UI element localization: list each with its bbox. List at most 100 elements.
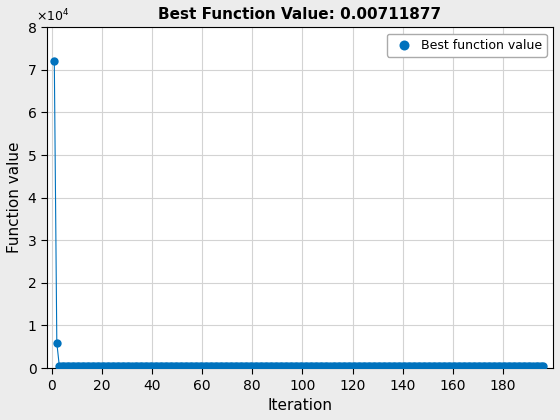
Best function value bbox=[536, 362, 545, 369]
Best function value bbox=[248, 362, 257, 369]
Best function value bbox=[398, 362, 407, 369]
Best function value bbox=[170, 362, 179, 369]
Best function value bbox=[333, 362, 342, 369]
Best function value bbox=[193, 362, 202, 369]
Best function value bbox=[195, 362, 204, 369]
Best function value bbox=[105, 362, 114, 369]
Best function value bbox=[291, 362, 300, 369]
Best function value bbox=[431, 362, 440, 369]
Best function value bbox=[539, 362, 548, 369]
Best function value bbox=[67, 362, 76, 369]
Best function value bbox=[403, 362, 412, 369]
Best function value bbox=[519, 362, 528, 369]
Best function value bbox=[175, 362, 184, 369]
Best function value bbox=[245, 362, 254, 369]
Best function value bbox=[276, 362, 284, 369]
Best function value bbox=[368, 362, 377, 369]
Best function value bbox=[270, 362, 279, 369]
Best function value bbox=[456, 362, 465, 369]
Best function value bbox=[378, 362, 387, 369]
Best function value bbox=[498, 362, 507, 369]
Best function value bbox=[157, 362, 166, 369]
Best function value bbox=[113, 362, 122, 369]
Best function value bbox=[143, 362, 152, 369]
Best function value bbox=[77, 362, 86, 369]
Best function value bbox=[213, 362, 222, 369]
Best function value bbox=[348, 362, 357, 369]
Best function value bbox=[428, 362, 437, 369]
Best function value bbox=[418, 362, 427, 369]
Best function value bbox=[60, 362, 69, 369]
Text: $\times\mathregular{10^4}$: $\times\mathregular{10^4}$ bbox=[36, 8, 69, 25]
Best function value bbox=[70, 362, 79, 369]
Best function value bbox=[301, 362, 310, 369]
Best function value bbox=[346, 362, 354, 369]
Best function value bbox=[260, 362, 269, 369]
Best function value bbox=[180, 362, 189, 369]
Title: Best Function Value: 0.00711877: Best Function Value: 0.00711877 bbox=[158, 7, 441, 22]
Best function value bbox=[283, 362, 292, 369]
Best function value bbox=[80, 362, 89, 369]
Best function value bbox=[65, 362, 74, 369]
Y-axis label: Function value: Function value bbox=[7, 142, 22, 253]
Best function value bbox=[160, 362, 169, 369]
Best function value bbox=[97, 362, 106, 369]
Best function value bbox=[491, 362, 500, 369]
Best function value bbox=[188, 362, 197, 369]
Best function value bbox=[401, 362, 410, 369]
Best function value bbox=[238, 362, 247, 369]
Best function value bbox=[210, 362, 219, 369]
Best function value bbox=[313, 362, 322, 369]
Best function value bbox=[335, 362, 344, 369]
Best function value bbox=[461, 362, 470, 369]
Best function value bbox=[416, 362, 424, 369]
Best function value bbox=[366, 362, 375, 369]
Best function value bbox=[50, 58, 59, 65]
Best function value bbox=[468, 362, 477, 369]
Best function value bbox=[343, 362, 352, 369]
Best function value bbox=[75, 362, 84, 369]
Best function value bbox=[85, 362, 94, 369]
Best function value bbox=[286, 362, 295, 369]
Best function value bbox=[516, 362, 525, 369]
Best function value bbox=[281, 362, 290, 369]
Best function value bbox=[449, 362, 458, 369]
Best function value bbox=[383, 362, 392, 369]
Best function value bbox=[481, 362, 490, 369]
Best function value bbox=[446, 362, 455, 369]
Best function value bbox=[235, 362, 244, 369]
Best function value bbox=[413, 362, 422, 369]
Best function value bbox=[303, 362, 312, 369]
Best function value bbox=[183, 362, 192, 369]
Best function value bbox=[476, 362, 485, 369]
Best function value bbox=[72, 362, 81, 369]
Best function value bbox=[172, 362, 181, 369]
Best function value bbox=[293, 362, 302, 369]
Best function value bbox=[298, 362, 307, 369]
Best function value bbox=[531, 362, 540, 369]
Best function value bbox=[508, 362, 517, 369]
Best function value bbox=[165, 362, 174, 369]
Best function value bbox=[351, 362, 360, 369]
Best function value bbox=[503, 362, 512, 369]
Best function value bbox=[358, 362, 367, 369]
Best function value bbox=[330, 362, 339, 369]
Best function value bbox=[323, 362, 332, 369]
Best function value bbox=[167, 362, 176, 369]
Best function value bbox=[361, 362, 370, 369]
Best function value bbox=[388, 362, 397, 369]
Best function value bbox=[488, 362, 497, 369]
Best function value bbox=[318, 362, 327, 369]
Best function value bbox=[373, 362, 382, 369]
Best function value bbox=[478, 362, 487, 369]
Best function value bbox=[178, 362, 186, 369]
Best function value bbox=[310, 362, 319, 369]
Best function value bbox=[308, 362, 317, 369]
Best function value bbox=[451, 362, 460, 369]
Best function value bbox=[87, 362, 96, 369]
Best function value bbox=[438, 362, 447, 369]
Best function value bbox=[396, 362, 405, 369]
Best function value bbox=[353, 362, 362, 369]
Best function value bbox=[110, 362, 119, 369]
Best function value bbox=[115, 362, 124, 369]
